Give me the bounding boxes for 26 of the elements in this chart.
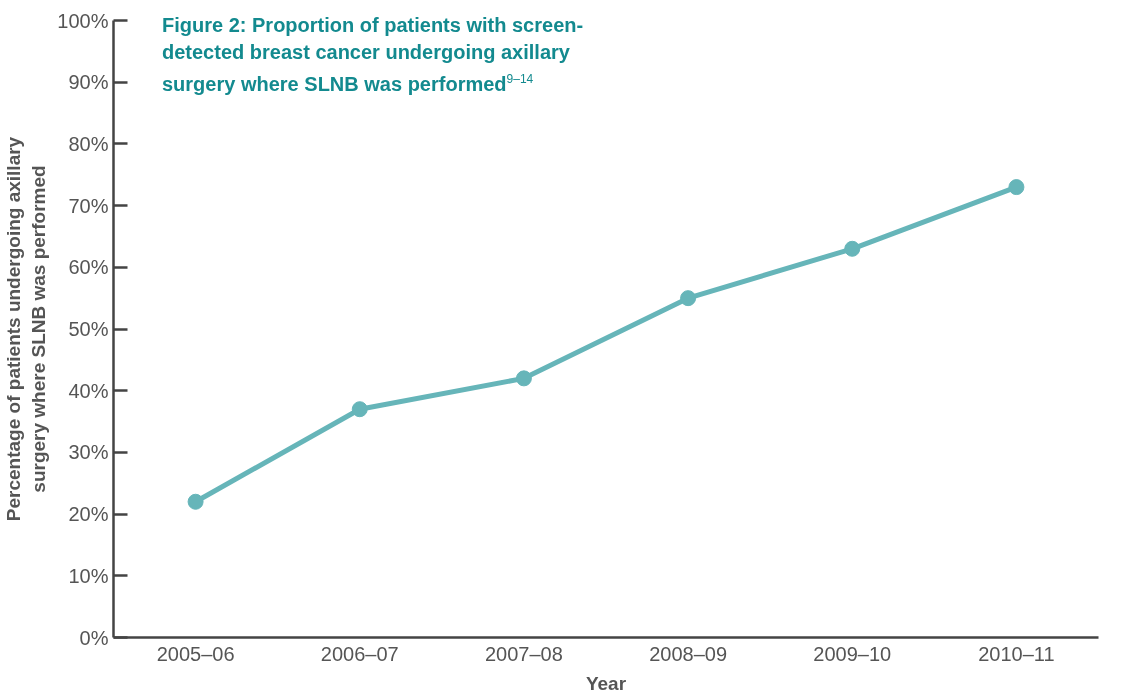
x-axis-title: Year	[585, 672, 627, 694]
x-tick-label: 2009–10	[813, 642, 892, 665]
y-axis-title: Percentage of patients undergoing axillary surgery where SLNB was performed	[3, 136, 50, 522]
y-tick-label: 70%	[68, 194, 109, 217]
point	[1008, 179, 1025, 196]
y-tick-label: 100%	[57, 9, 109, 32]
text: Figure 2: Proportion of patients with screen-detected breast cancer undergoing axillary surgery where SLNB was performed$^{9–14}$	[162, 13, 585, 97]
point	[351, 401, 368, 418]
y-tick-label: 10%	[68, 564, 109, 587]
x-tick-label: 2007–08	[484, 642, 563, 665]
x-tick-label: 2010–11	[978, 642, 1055, 665]
x-tick-label: 2005–06	[156, 642, 235, 665]
point	[680, 290, 697, 307]
y-tick-label: 80%	[68, 132, 109, 155]
y-tick-label: 90%	[68, 71, 109, 94]
point	[844, 240, 861, 257]
y-tick-label: 30%	[68, 441, 109, 464]
point	[187, 493, 204, 510]
y-tick-label: 40%	[68, 379, 109, 402]
point	[515, 370, 532, 387]
y-tick-label: 0%	[79, 626, 109, 649]
x-tick-label: 2006–07	[320, 642, 399, 665]
y-tick-label: 50%	[68, 318, 109, 340]
y-tick-label: 60%	[68, 256, 109, 279]
x-tick-label: 2008–09	[649, 642, 728, 665]
y-tick-label: 20%	[68, 503, 109, 526]
